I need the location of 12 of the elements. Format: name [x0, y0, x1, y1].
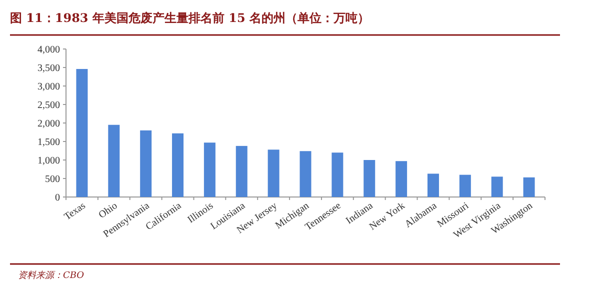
- y-tick-label: 4,000: [38, 44, 60, 56]
- y-tick-label: 3,500: [38, 63, 60, 74]
- y-tick-label: 3,000: [38, 82, 60, 92]
- y-tick-label: 2,000: [38, 118, 60, 130]
- y-tick-label: 2,500: [38, 100, 60, 111]
- x-tick-label: Texas: [62, 200, 88, 223]
- y-tick-label: 1,500: [38, 137, 60, 148]
- y-tick-label: 1,000: [38, 156, 60, 166]
- title: 图 11：1983 年美国危废产生量排名前 15 名的州（单位：万吨）: [10, 11, 370, 25]
- y-tick-label: 500: [45, 174, 60, 185]
- annotation: 资料来源：CBO: [18, 271, 84, 281]
- y-tick-label: 0: [55, 192, 60, 204]
